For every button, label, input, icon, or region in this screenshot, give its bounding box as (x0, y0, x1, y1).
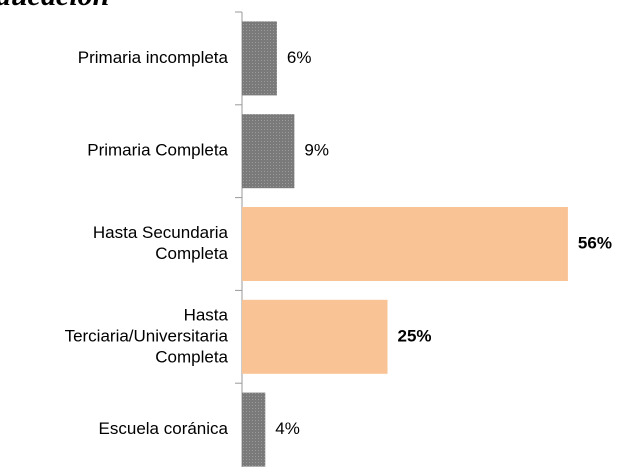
category-label: Terciaria/Universitaria (65, 326, 229, 345)
bar (242, 299, 388, 374)
bar (242, 392, 266, 467)
category-label: Primaria Completa (87, 141, 228, 160)
category-label: Escuela coránica (99, 419, 229, 438)
bar (242, 207, 568, 281)
category-label: Hasta (184, 305, 229, 324)
bar (242, 21, 277, 96)
category-label: Completa (155, 244, 228, 263)
value-label: 56% (578, 233, 612, 252)
category-label: Primaria incompleta (78, 48, 229, 67)
value-label: 6% (287, 48, 312, 67)
value-label: 9% (304, 141, 329, 160)
category-label: Completa (155, 347, 228, 366)
bar (242, 114, 295, 189)
value-label: 4% (275, 419, 300, 438)
chart-title: ducación (0, 0, 109, 12)
value-label: 25% (398, 326, 432, 345)
category-label: Hasta Secundaria (93, 223, 229, 242)
